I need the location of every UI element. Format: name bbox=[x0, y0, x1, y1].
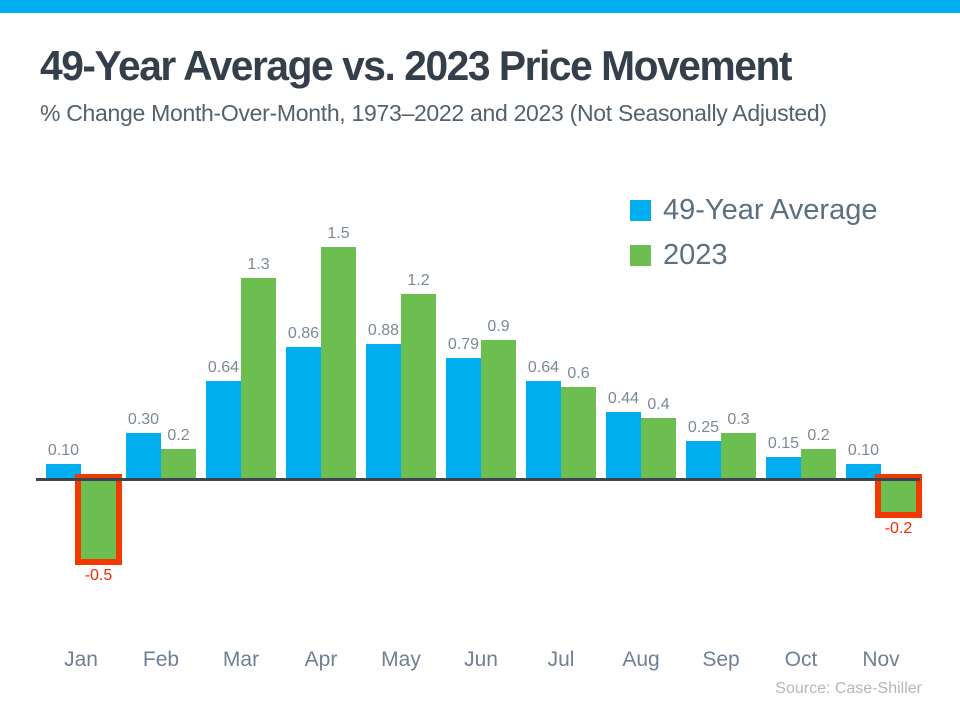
value-label-2023-aug: 0.4 bbox=[647, 396, 670, 413]
x-tick-jul: Jul bbox=[547, 648, 575, 671]
bar-2023-apr bbox=[321, 247, 356, 480]
x-tick-sep: Sep bbox=[702, 648, 740, 671]
bar-2023-jun bbox=[481, 340, 516, 480]
value-label-49-year-average-jan: 0.10 bbox=[47, 442, 80, 459]
month-group-nov: 0.10 -0.2 bbox=[841, 180, 922, 700]
value-label-49-year-average-apr: 0.86 bbox=[287, 325, 320, 342]
bar-49-year-average-feb bbox=[126, 433, 161, 480]
bar-2023-jul bbox=[561, 387, 596, 480]
x-tick-feb: Feb bbox=[142, 648, 180, 671]
bar-2023-may bbox=[401, 294, 436, 480]
x-tick-jan: Jan bbox=[64, 648, 98, 671]
value-label-49-year-average-may: 0.88 bbox=[367, 322, 400, 339]
month-group-apr: 0.86 1.5 bbox=[281, 180, 361, 700]
bar-49-year-average-aug bbox=[606, 412, 641, 480]
source-attribution: Source: Case-Shiller bbox=[775, 680, 922, 697]
value-label-2023-nov: -0.2 bbox=[884, 520, 913, 537]
month-group-may: 0.88 1.2 bbox=[361, 180, 441, 700]
legend-swatch-blue bbox=[630, 200, 651, 221]
value-label-2023-jul: 0.6 bbox=[567, 365, 590, 382]
page-title: 49-Year Average vs. 2023 Price Movement bbox=[40, 42, 792, 89]
month-group-feb: 0.30 0.2 bbox=[121, 180, 201, 700]
value-label-49-year-average-nov: 0.10 bbox=[847, 442, 880, 459]
page-subtitle: % Change Month-Over-Month, 1973–2022 and… bbox=[40, 100, 827, 126]
month-group-jul: 0.64 0.6 bbox=[521, 180, 601, 700]
value-label-2023-sep: 0.3 bbox=[727, 411, 750, 428]
bar-49-year-average-jul bbox=[526, 381, 561, 480]
chart-legend: 49-Year Average 2023 bbox=[630, 194, 877, 284]
bar-49-year-average-jan bbox=[46, 464, 81, 480]
legend-item-49-year-average: 49-Year Average bbox=[630, 194, 877, 227]
value-label-2023-feb: 0.2 bbox=[167, 427, 190, 444]
legend-label: 2023 bbox=[663, 239, 728, 271]
value-label-49-year-average-sep: 0.25 bbox=[687, 419, 720, 436]
bar-49-year-average-nov bbox=[846, 464, 881, 480]
bar-49-year-average-oct bbox=[766, 457, 801, 480]
month-group-sep: 0.25 0.3 bbox=[681, 180, 761, 700]
value-label-2023-oct: 0.2 bbox=[807, 427, 830, 444]
bar-2023-feb bbox=[161, 449, 196, 480]
value-label-49-year-average-aug: 0.44 bbox=[607, 390, 640, 407]
legend-item-2023: 2023 bbox=[630, 239, 877, 272]
value-label-2023-jan: -0.5 bbox=[84, 567, 113, 584]
bar-49-year-average-mar bbox=[206, 381, 241, 480]
bar-49-year-average-jun bbox=[446, 358, 481, 480]
bar-49-year-average-sep bbox=[686, 441, 721, 480]
legend-swatch-green bbox=[630, 245, 651, 266]
bar-chart-plot-area: 0.10 -0.5 0.30 0.2 0.64 1.3 0.86 1.5 0.88 1.2 0.79… bbox=[41, 180, 922, 700]
value-label-2023-jun: 0.9 bbox=[487, 318, 510, 335]
highlighted-negative-bar-2023-nov bbox=[875, 474, 922, 518]
bar-49-year-average-apr bbox=[286, 347, 321, 480]
x-tick-apr: Apr bbox=[304, 648, 338, 671]
value-label-49-year-average-feb: 0.30 bbox=[127, 411, 160, 428]
value-label-49-year-average-oct: 0.15 bbox=[767, 435, 800, 452]
bar-2023-oct bbox=[801, 449, 836, 480]
x-axis-tick-labels: Jan Feb Mar Apr May Jun Jul Aug Sep Oct Nov bbox=[41, 648, 921, 672]
bar-2023-sep bbox=[721, 433, 756, 480]
x-tick-oct: Oct bbox=[784, 648, 818, 671]
month-group-aug: 0.44 0.4 bbox=[601, 180, 681, 700]
bar-2023-aug bbox=[641, 418, 676, 480]
value-label-2023-mar: 1.3 bbox=[247, 256, 270, 273]
value-label-49-year-average-mar: 0.64 bbox=[207, 359, 240, 376]
value-label-2023-may: 1.2 bbox=[407, 272, 430, 289]
legend-label: 49-Year Average bbox=[663, 194, 878, 226]
month-group-jan: 0.10 -0.5 bbox=[41, 180, 122, 700]
x-tick-aug: Aug bbox=[622, 648, 660, 671]
month-group-jun: 0.79 0.9 bbox=[441, 180, 521, 700]
month-group-oct: 0.15 0.2 bbox=[761, 180, 841, 700]
value-label-49-year-average-jul: 0.64 bbox=[527, 359, 560, 376]
month-group-mar: 0.64 1.3 bbox=[201, 180, 281, 700]
x-axis-baseline bbox=[36, 478, 920, 481]
bar-2023-mar bbox=[241, 278, 276, 480]
value-label-49-year-average-jun: 0.79 bbox=[447, 336, 480, 353]
top-accent-strip bbox=[0, 0, 960, 13]
bar-49-year-average-may bbox=[366, 344, 401, 480]
x-tick-jun: Jun bbox=[464, 648, 498, 671]
value-label-2023-apr: 1.5 bbox=[327, 225, 350, 242]
x-tick-mar: Mar bbox=[222, 648, 260, 671]
highlighted-negative-bar-2023-jan bbox=[75, 474, 122, 565]
x-tick-may: May bbox=[381, 648, 421, 671]
x-tick-nov: Nov bbox=[862, 648, 900, 671]
